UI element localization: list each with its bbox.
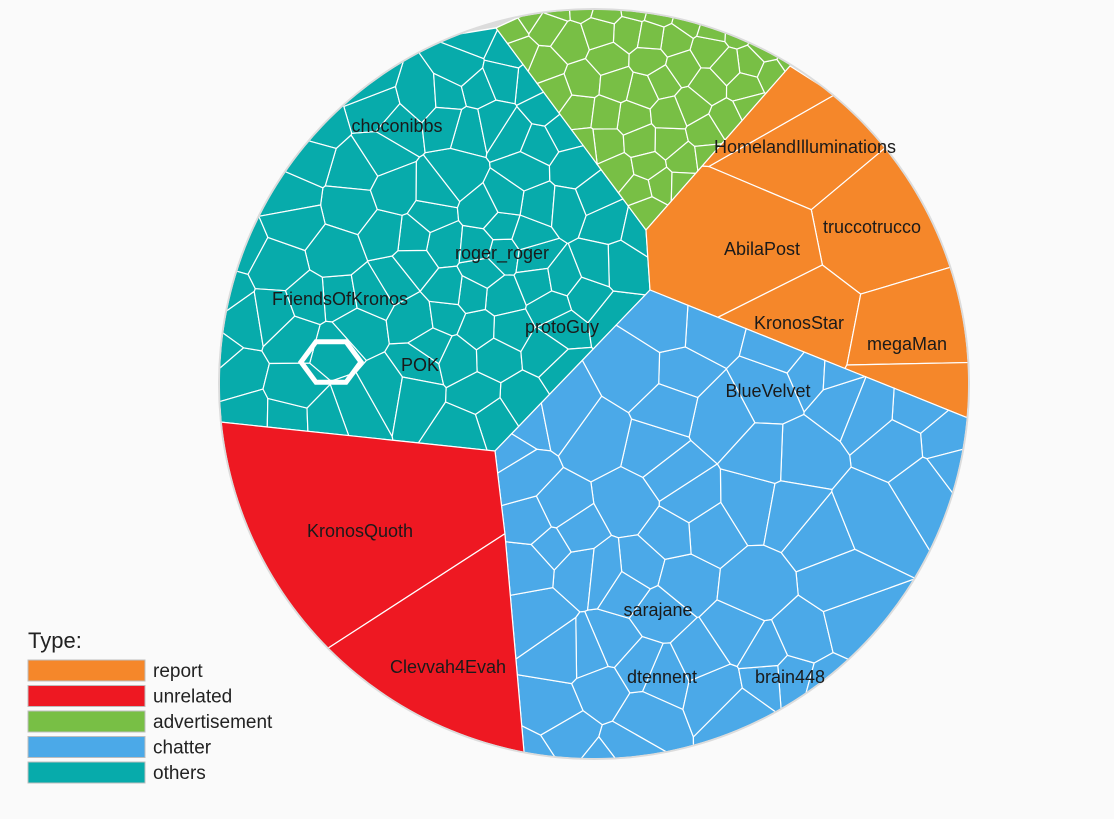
user-label: Clevvah4Evah: [390, 657, 506, 677]
cell-others[interactable]: [369, 160, 417, 216]
legend-label-report: report: [153, 661, 203, 682]
user-label: dtennent: [627, 667, 697, 687]
cell-chatter[interactable]: [555, 502, 613, 553]
cell-others[interactable]: [391, 376, 447, 444]
cell-others[interactable]: [284, 269, 327, 326]
cell-advertisement[interactable]: [695, 10, 727, 43]
cell-advertisement[interactable]: [570, 126, 598, 165]
user-label: AbilaPost: [724, 239, 800, 259]
cell-others[interactable]: [258, 204, 326, 252]
cell-others[interactable]: [406, 327, 453, 365]
selected-cell-highlight[interactable]: [297, 339, 365, 385]
legend: Type: report unrelated advertisement chatte…: [27, 628, 273, 784]
cell-chatter[interactable]: [839, 376, 895, 457]
user-label: sarajane: [623, 600, 692, 620]
user-label: megaMan: [867, 334, 947, 354]
cell-chatter[interactable]: [615, 289, 689, 354]
cell-chatter[interactable]: [795, 548, 917, 613]
user-label: KronosStar: [754, 313, 844, 333]
cell-others[interactable]: [456, 181, 499, 230]
cell-chatter[interactable]: [716, 544, 799, 622]
legend-swatch-advertisement[interactable]: [27, 710, 146, 733]
cell-others[interactable]: [421, 106, 463, 154]
cell-advertisement[interactable]: [630, 150, 668, 181]
cell-chatter[interactable]: [570, 665, 631, 726]
cell-advertisement[interactable]: [536, 72, 573, 114]
cell-chatter[interactable]: [627, 383, 699, 438]
legend-swatch-others[interactable]: [27, 761, 146, 784]
cell-chatter[interactable]: [669, 616, 732, 682]
user-label: BlueVelvet: [725, 381, 810, 401]
cell-chatter[interactable]: [822, 359, 867, 391]
user-label: FriendsOfKronos: [272, 289, 408, 309]
cell-chatter[interactable]: [557, 395, 633, 483]
cell-advertisement[interactable]: [636, 19, 665, 50]
user-label: choconibbs: [351, 116, 442, 136]
user-label: POK: [401, 355, 439, 375]
cell-others[interactable]: [350, 260, 395, 322]
cell-others[interactable]: [258, 59, 353, 150]
user-label: brain448: [755, 667, 825, 687]
cell-chatter[interactable]: [736, 618, 789, 670]
user-label: HomelandIlluminations: [714, 137, 896, 157]
cell-advertisement[interactable]: [628, 46, 669, 77]
user-label: truccotrucco: [823, 217, 921, 237]
cell-chatter[interactable]: [564, 735, 664, 819]
cell-chatter[interactable]: [521, 724, 568, 819]
cell-chatter[interactable]: [716, 422, 784, 485]
legend-label-others: others: [153, 763, 206, 784]
cell-others[interactable]: [477, 99, 518, 155]
legend-label-advertisement: advertisement: [153, 712, 273, 733]
cell-advertisement[interactable]: [709, 46, 741, 87]
cell-chatter[interactable]: [636, 505, 692, 561]
user-cells: [195, 0, 968, 819]
cell-others[interactable]: [195, 320, 245, 379]
cell-others[interactable]: [262, 362, 332, 409]
cell-advertisement[interactable]: [664, 49, 702, 89]
legend-label-chatter: chatter: [153, 738, 212, 759]
user-label: KronosQuoth: [307, 521, 413, 541]
cell-others[interactable]: [419, 265, 463, 306]
cell-others[interactable]: [524, 290, 573, 328]
user-label: protoGuy: [525, 317, 599, 337]
legend-swatch-report[interactable]: [27, 659, 146, 682]
cell-chatter[interactable]: [738, 327, 806, 374]
legend-swatch-unrelated[interactable]: [27, 685, 146, 707]
cell-advertisement[interactable]: [590, 0, 623, 25]
cell-chatter[interactable]: [613, 635, 664, 694]
legend-title: Type:: [28, 628, 82, 653]
user-label: roger_roger: [455, 243, 549, 264]
legend-swatch-chatter[interactable]: [27, 736, 146, 758]
user-labels: choconibbs roger_roger FriendsOfKronos prot…: [272, 116, 947, 687]
cell-others[interactable]: [550, 184, 587, 244]
legend-label-unrelated: unrelated: [153, 687, 232, 708]
